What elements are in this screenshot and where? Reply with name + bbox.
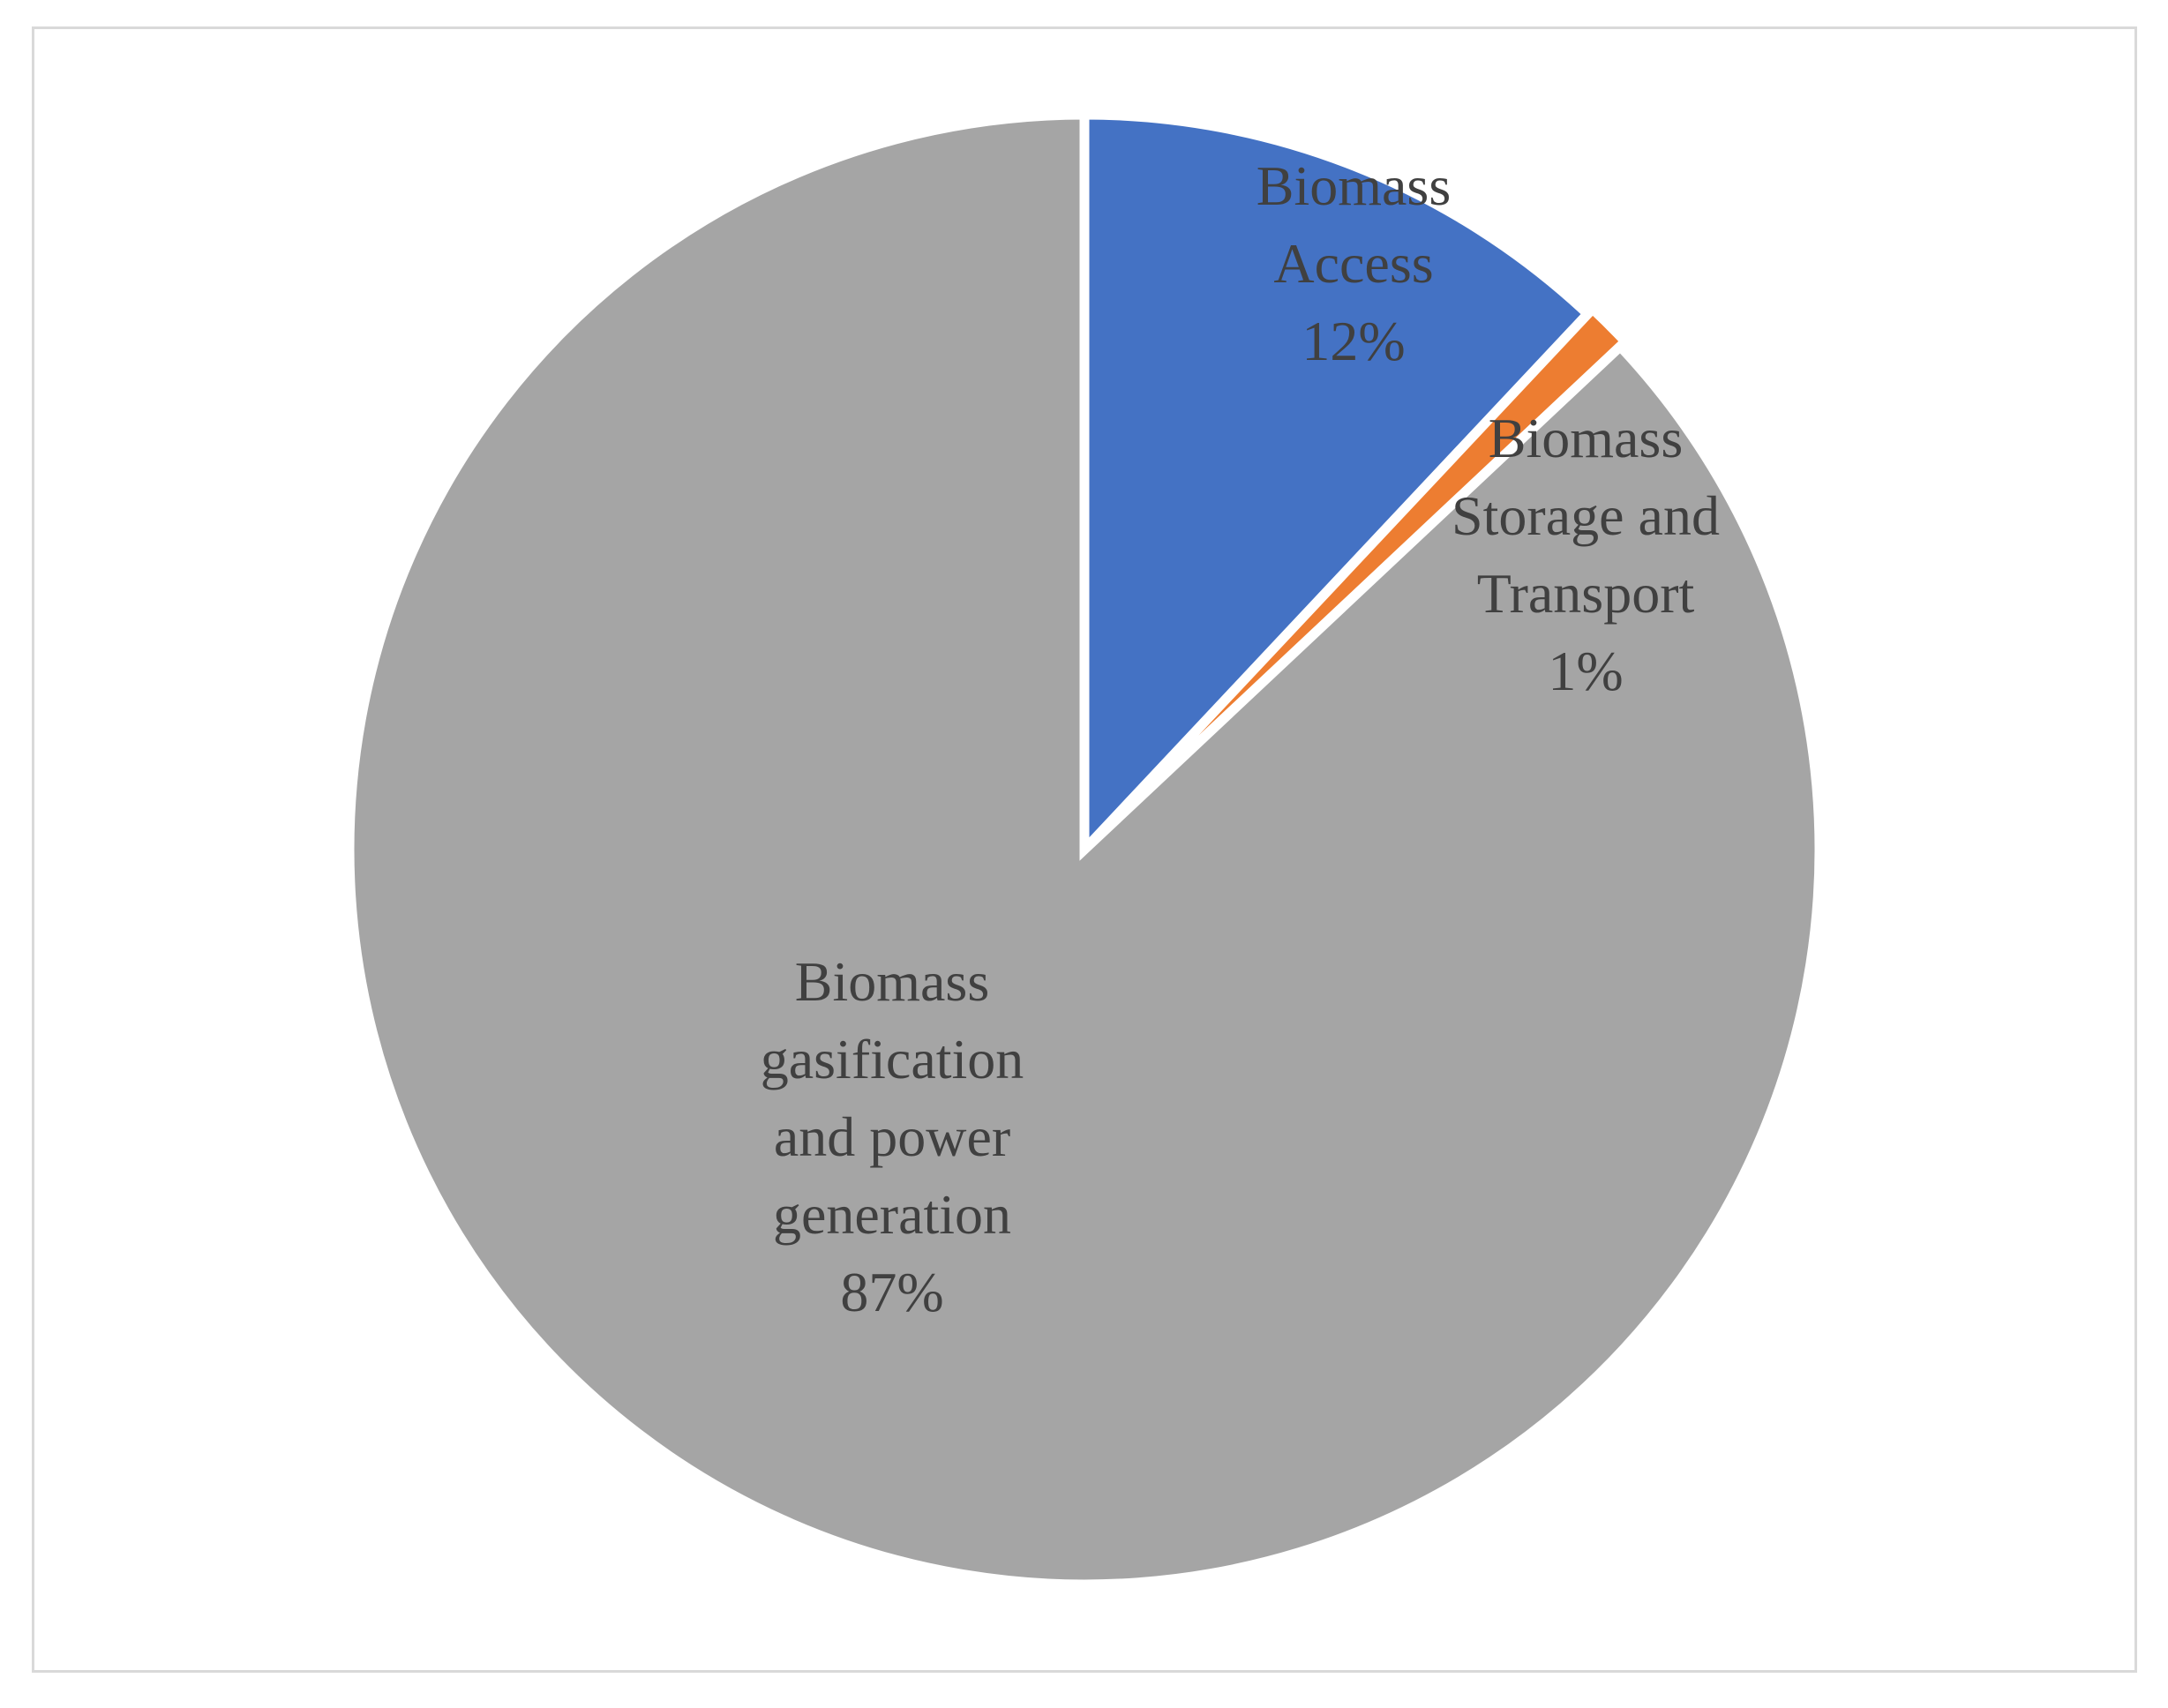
data-label-value: 87% — [840, 1261, 943, 1323]
data-label-biomass-storage-and-transport: Biomass Storage and Transport 1% — [1452, 407, 1720, 702]
data-label-value: 1% — [1548, 640, 1623, 702]
pie-slice-biomass-storage-and-transport — [1085, 302, 1632, 849]
data-label-biomass-access: Biomass Access 12% — [1257, 154, 1451, 372]
data-label-line: and power — [774, 1105, 1010, 1168]
data-label-value: 12% — [1302, 310, 1405, 372]
data-label-line: Storage and — [1452, 484, 1720, 547]
pie-slice-biomass-access — [1079, 109, 1595, 862]
data-label-line: gasification — [761, 1028, 1024, 1090]
pie-data-labels: Biomass Access 12% Biomass Storage and Transp… — [761, 154, 1720, 1323]
pie-slices — [344, 109, 1825, 1590]
data-label-line: generation — [773, 1183, 1011, 1246]
data-label-line: Biomass — [795, 950, 989, 1013]
pie-slice-biomass-gasification-and-power-generation — [344, 109, 1825, 1590]
data-label-line: Access — [1273, 232, 1433, 295]
data-label-biomass-gasification-and-power-generation: Biomass gasification and power generation 87… — [761, 950, 1024, 1323]
data-label-line: Transport — [1477, 562, 1695, 625]
data-label-line: Biomass — [1489, 407, 1683, 469]
data-label-line: Biomass — [1257, 154, 1451, 217]
